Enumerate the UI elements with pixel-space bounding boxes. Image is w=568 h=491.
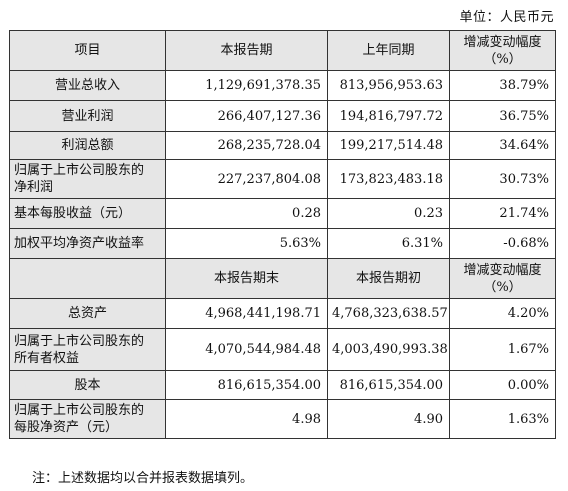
row-label-line1: 归属于上市公司股东的 (14, 403, 145, 418)
row-label: 营业利润 (9, 100, 166, 132)
row-label: 总资产 (9, 298, 166, 329)
header-prior-period: 上年同期 (327, 30, 450, 71)
unit-label: 单位：人民币元 (459, 10, 554, 25)
subheader-change-line1: 增减变动幅度 (463, 262, 542, 278)
footnote: 注：上述数据均以合并报表数据填列。 (32, 471, 254, 486)
row-label-line2: 每股净资产（元） (14, 420, 119, 435)
subheader-change: 增减变动幅度 （%） (449, 258, 556, 299)
row-current: 266,407,127.36 (165, 100, 328, 132)
row-prior: 173,823,483.18 (327, 159, 450, 199)
row-change: 1.63% (449, 399, 556, 439)
row-label: 利润总额 (9, 131, 166, 160)
row-current: 0.28 (165, 198, 328, 229)
row-current: 4.98 (165, 399, 328, 439)
table-row: 总资产 4,968,441,198.71 4,768,323,638.57 4.… (9, 298, 556, 329)
header-change-line1: 增减变动幅度 (463, 34, 542, 50)
row-change: 0.00% (449, 370, 556, 400)
row-prior: 0.23 (327, 198, 450, 229)
table-row: 归属于上市公司股东的 净利润 227,237,804.08 173,823,48… (9, 159, 556, 199)
table-subheader-row: 本报告期末 本报告期初 增减变动幅度 （%） (9, 258, 556, 299)
financial-summary-table: 项目 本报告期 上年同期 增减变动幅度 （%） 营业总收入 1,129,691,… (9, 30, 556, 439)
row-change: 38.79% (449, 70, 556, 101)
row-current: 4,968,441,198.71 (165, 298, 328, 329)
row-change: 30.73% (449, 159, 556, 199)
table-row: 基本每股收益（元） 0.28 0.23 21.74% (9, 198, 556, 229)
row-change: 1.67% (449, 328, 556, 371)
header-item: 项目 (9, 30, 166, 71)
row-current: 816,615,354.00 (165, 370, 328, 400)
row-change: -0.68% (449, 228, 556, 259)
row-prior: 6.31% (327, 228, 450, 259)
row-label: 股本 (9, 370, 166, 400)
header-change: 增减变动幅度 （%） (449, 30, 556, 71)
row-label: 归属于上市公司股东的 净利润 (9, 159, 166, 199)
row-current: 4,070,544,984.48 (165, 328, 328, 371)
subheader-blank (9, 258, 166, 299)
header-change-line2: （%） (483, 51, 522, 67)
subheader-change-line2: （%） (483, 279, 522, 295)
header-current-period: 本报告期 (165, 30, 328, 71)
row-prior: 4,003,490,993.38 (327, 328, 450, 371)
row-change: 4.20% (449, 298, 556, 329)
row-label-line2: 所有者权益 (14, 350, 80, 366)
row-current: 227,237,804.08 (165, 159, 328, 199)
row-label-line1: 归属于上市公司股东的 (14, 333, 145, 349)
row-label: 归属于上市公司股东的 每股净资产（元） (9, 399, 166, 439)
table-row: 归属于上市公司股东的 每股净资产（元） 4.98 4.90 1.63% (9, 399, 556, 439)
table-row: 股本 816,615,354.00 816,615,354.00 0.00% (9, 370, 556, 400)
row-prior: 4.90 (327, 399, 450, 439)
subheader-period-end: 本报告期末 (165, 258, 328, 299)
row-label: 营业总收入 (9, 70, 166, 101)
row-prior: 816,615,354.00 (327, 370, 450, 400)
row-prior: 194,816,797.72 (327, 100, 450, 132)
row-current: 5.63% (165, 228, 328, 259)
row-prior: 199,217,514.48 (327, 131, 450, 160)
row-current: 268,235,728.04 (165, 131, 328, 160)
table-row: 归属于上市公司股东的 所有者权益 4,070,544,984.48 4,003,… (9, 328, 556, 371)
table-row: 加权平均净资产收益率 5.63% 6.31% -0.68% (9, 228, 556, 259)
row-change: 36.75% (449, 100, 556, 132)
row-change: 34.64% (449, 131, 556, 160)
row-label: 加权平均净资产收益率 (9, 228, 166, 259)
table-row: 营业总收入 1,129,691,378.35 813,956,953.63 38… (9, 70, 556, 101)
row-current: 1,129,691,378.35 (165, 70, 328, 101)
subheader-period-start: 本报告期初 (327, 258, 450, 299)
table-row: 营业利润 266,407,127.36 194,816,797.72 36.75… (9, 100, 556, 132)
table-header-row: 项目 本报告期 上年同期 增减变动幅度 （%） (9, 30, 556, 71)
table-row: 利润总额 268,235,728.04 199,217,514.48 34.64… (9, 131, 556, 160)
row-label: 归属于上市公司股东的 所有者权益 (9, 328, 166, 371)
row-change: 21.74% (449, 198, 556, 229)
row-prior: 813,956,953.63 (327, 70, 450, 101)
row-label: 基本每股收益（元） (9, 198, 166, 229)
row-prior: 4,768,323,638.57 (327, 298, 450, 329)
row-label-line1: 归属于上市公司股东的 (14, 163, 145, 178)
row-label-line2: 净利润 (14, 180, 54, 195)
